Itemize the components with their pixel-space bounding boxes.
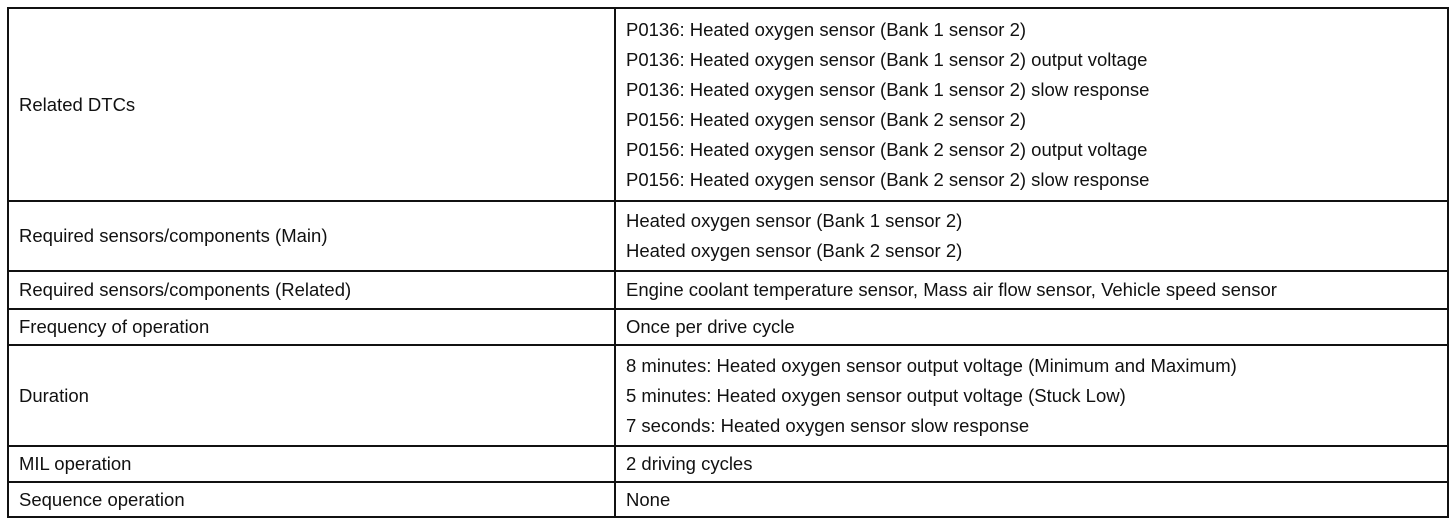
row-label: MIL operation	[7, 445, 616, 483]
table-row: Sequence operation None	[7, 481, 1449, 518]
row-label: Duration	[7, 344, 616, 447]
value-line: P0156: Heated oxygen sensor (Bank 2 sens…	[626, 168, 1150, 190]
row-value: P0136: Heated oxygen sensor (Bank 1 sens…	[614, 7, 1449, 202]
row-value: Engine coolant temperature sensor, Mass …	[614, 270, 1449, 310]
value-line: P0156: Heated oxygen sensor (Bank 2 sens…	[626, 138, 1148, 160]
table-row: Related DTCs P0136: Heated oxygen sensor…	[7, 7, 1449, 202]
value-line: P0136: Heated oxygen sensor (Bank 1 sens…	[626, 18, 1027, 40]
value-line: 5 minutes: Heated oxygen sensor output v…	[626, 384, 1126, 406]
value-line: None	[626, 488, 671, 510]
value-line: P0136: Heated oxygen sensor (Bank 1 sens…	[626, 48, 1148, 70]
row-value: 2 driving cycles	[614, 445, 1449, 483]
row-label: Required sensors/components (Related)	[7, 270, 616, 310]
table-row: Frequency of operation Once per drive cy…	[7, 308, 1449, 346]
value-line: Once per drive cycle	[626, 316, 795, 337]
value-line: 8 minutes: Heated oxygen sensor output v…	[626, 354, 1237, 376]
row-label: Frequency of operation	[7, 308, 616, 346]
table-row: Required sensors/components (Main) Heate…	[7, 200, 1449, 272]
value-line: Heated oxygen sensor (Bank 2 sensor 2)	[626, 240, 963, 261]
row-value: None	[614, 481, 1449, 518]
value-line: 2 driving cycles	[626, 453, 753, 474]
value-line: Engine coolant temperature sensor, Mass …	[626, 279, 1277, 300]
row-value: Heated oxygen sensor (Bank 1 sensor 2) H…	[614, 200, 1449, 272]
row-value: Once per drive cycle	[614, 308, 1449, 346]
table-row: Required sensors/components (Related) En…	[7, 270, 1449, 310]
row-value: 8 minutes: Heated oxygen sensor output v…	[614, 344, 1449, 447]
value-line: P0156: Heated oxygen sensor (Bank 2 sens…	[626, 108, 1027, 130]
value-line: 7 seconds: Heated oxygen sensor slow res…	[626, 414, 1030, 436]
row-label: Sequence operation	[7, 481, 616, 518]
table-row: MIL operation 2 driving cycles	[7, 445, 1449, 483]
row-label: Related DTCs	[7, 7, 616, 202]
row-label: Required sensors/components (Main)	[7, 200, 616, 272]
value-line: Heated oxygen sensor (Bank 1 sensor 2)	[626, 210, 963, 231]
monitor-description-table: Related DTCs P0136: Heated oxygen sensor…	[7, 7, 1449, 518]
table-row: Duration 8 minutes: Heated oxygen sensor…	[7, 344, 1449, 447]
value-line: P0136: Heated oxygen sensor (Bank 1 sens…	[626, 78, 1150, 100]
